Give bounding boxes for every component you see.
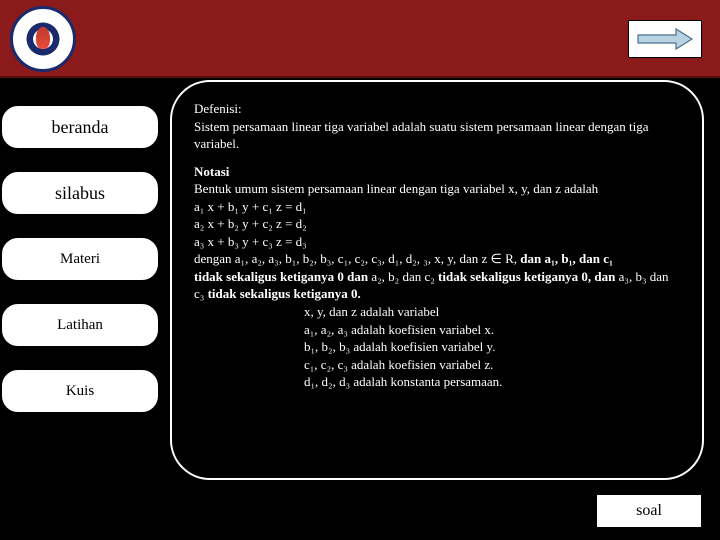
equation-1: a₁ x + b₁ y + c₁ z = d₁ [194, 199, 307, 214]
var-line-2: b₁, b₂, b₃ adalah koefisien variabel y. [304, 339, 495, 354]
logo-flame-icon [36, 27, 50, 49]
nav-kuis[interactable]: Kuis [0, 368, 160, 414]
tidak-bold-c: tidak sekaligus ketiganya 0. [208, 286, 361, 301]
notasi-intro: Bentuk umum sistem persamaan linear deng… [194, 181, 598, 196]
tidak-bold-b: tidak sekaligus ketiganya 0, dan [438, 269, 619, 284]
dengan-text: dengan a₁, a₂, a₃, b₁, b₂, b₃, c₁, c₂, c… [194, 251, 520, 266]
nav-label: Latihan [57, 317, 103, 334]
definition-heading: Defenisi: [194, 101, 242, 116]
var-line-1: a₁, a₂, a₃ adalah koefisien variabel x. [304, 322, 494, 337]
arrow-path [638, 29, 692, 49]
next-arrow-button[interactable] [628, 20, 702, 58]
arrow-right-icon [636, 26, 694, 52]
nav-beranda[interactable]: beranda [0, 104, 160, 150]
nav-latihan[interactable]: Latihan [0, 302, 160, 348]
header-band [0, 0, 720, 78]
notasi-heading: Notasi [194, 164, 229, 179]
dengan-bold: dan a₁, b₁, dan c₁ [520, 251, 613, 266]
soal-button[interactable]: soal [596, 494, 702, 528]
nav-label: Kuis [66, 383, 94, 400]
nav-label: Materi [60, 251, 100, 268]
definition-section: Defenisi: Sistem persamaan linear tiga v… [194, 100, 680, 153]
definition-body: Sistem persamaan linear tiga variabel ad… [194, 119, 648, 152]
nav-label: beranda [52, 117, 109, 138]
variable-lines: x, y, dan z adalah variabel a₁, a₂, a₃ a… [194, 303, 680, 391]
tidak-bold-a: tidak sekaligus ketiganya 0 dan [194, 269, 371, 284]
nav-silabus[interactable]: silabus [0, 170, 160, 216]
nav-materi[interactable]: Materi [0, 236, 160, 282]
content-panel: Defenisi: Sistem persamaan linear tiga v… [170, 80, 704, 480]
soal-label: soal [636, 502, 662, 520]
var-line-0: x, y, dan z adalah variabel [304, 304, 439, 319]
sidebar-nav: beranda silabus Materi Latihan Kuis [0, 104, 160, 434]
tidak-mid: a₂, b₂ dan c₂ [371, 269, 438, 284]
logo-inner [20, 16, 66, 62]
var-line-4: d₁, d₂, d₃ adalah konstanta persamaan. [304, 374, 502, 389]
var-line-3: c₁, c₂, c₃ adalah koefisien variabel z. [304, 357, 493, 372]
university-logo [10, 6, 76, 72]
nav-label: silabus [55, 183, 105, 204]
equation-2: a₂ x + b₂ y + c₂ z = d₂ [194, 216, 307, 231]
notasi-section: Notasi Bentuk umum sistem persamaan line… [194, 163, 680, 391]
equation-3: a₃ x + b₃ y + c₃ z = d₃ [194, 234, 307, 249]
